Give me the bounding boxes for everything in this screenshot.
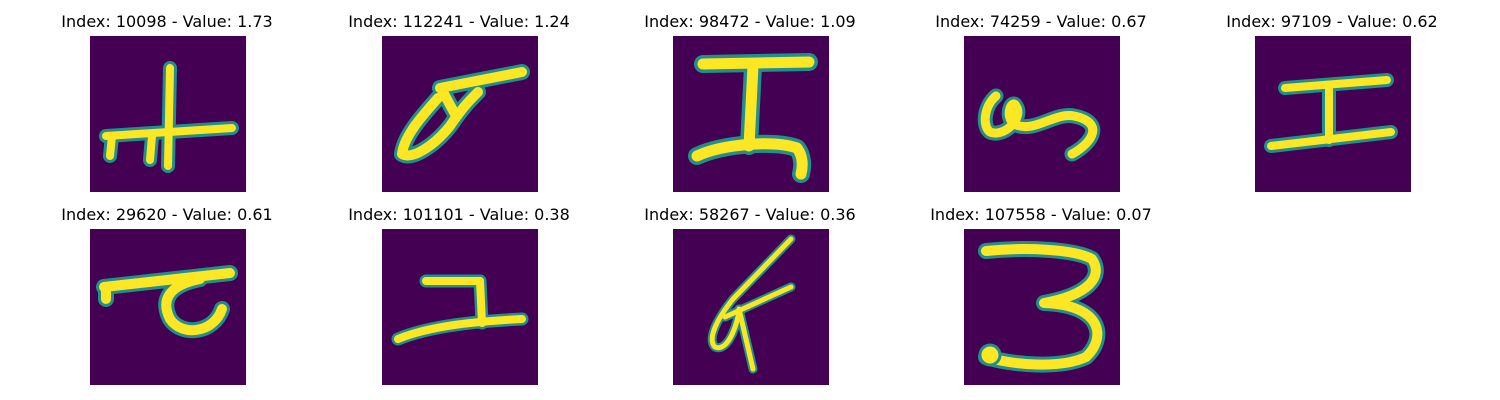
digit-image [90, 229, 246, 385]
image-panel-2: Index: 112241 - Value: 1.24 [339, 10, 579, 200]
image-panel-7: Index: 101101 - Value: 0.38 [339, 203, 579, 393]
image-panel-8: Index: 58267 - Value: 0.36 [630, 203, 870, 393]
digit-image [964, 229, 1120, 385]
image-panel-3: Index: 98472 - Value: 1.09 [630, 10, 870, 200]
image-panel-4: Index: 74259 - Value: 0.67 [921, 10, 1161, 200]
digit-image [382, 229, 538, 385]
digit-image [673, 36, 829, 192]
image-panel-9: Index: 107558 - Value: 0.07 [921, 203, 1161, 393]
digit-image [90, 36, 246, 192]
panel-title: Index: 107558 - Value: 0.07 [921, 203, 1161, 227]
digit-image [1255, 36, 1411, 192]
digit-image [673, 229, 829, 385]
image-panel-5: Index: 97109 - Value: 0.62 [1212, 10, 1452, 200]
image-panel-1: Index: 10098 - Value: 1.73 [47, 10, 287, 200]
panel-title: Index: 10098 - Value: 1.73 [47, 10, 287, 34]
digit-image [964, 36, 1120, 192]
panel-title: Index: 29620 - Value: 0.61 [47, 203, 287, 227]
panel-title: Index: 112241 - Value: 1.24 [339, 10, 579, 34]
panel-title: Index: 101101 - Value: 0.38 [339, 203, 579, 227]
panel-title: Index: 58267 - Value: 0.36 [630, 203, 870, 227]
panel-title: Index: 98472 - Value: 1.09 [630, 10, 870, 34]
digit-image [382, 36, 538, 192]
panel-title: Index: 74259 - Value: 0.67 [921, 10, 1161, 34]
image-panel-6: Index: 29620 - Value: 0.61 [47, 203, 287, 393]
panel-title: Index: 97109 - Value: 0.62 [1212, 10, 1452, 34]
